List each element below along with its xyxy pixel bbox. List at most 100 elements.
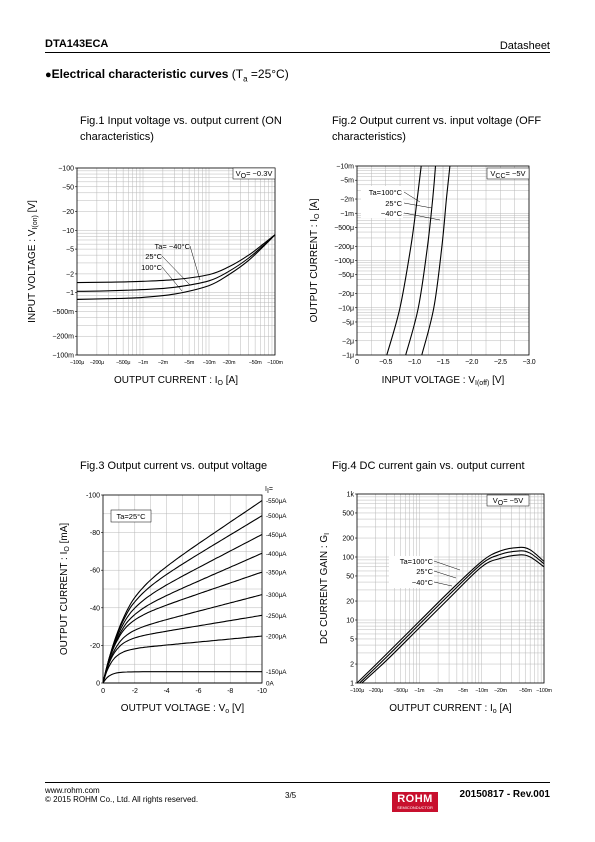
fig4-legend-label: Ta=100°C — [400, 557, 434, 566]
y-tick-label: −10 — [62, 228, 74, 235]
y-tick-label: 20 — [346, 599, 354, 606]
x-tick-label: −5m — [458, 688, 469, 694]
x-tick-label: −500μ — [393, 688, 407, 694]
fig2-annotation-box — [486, 167, 530, 180]
y-tick-label: −5 — [66, 247, 74, 254]
fig4-legend-leader — [433, 581, 453, 587]
fig2-series-line — [386, 165, 422, 356]
fig2-legend-leader — [403, 212, 441, 221]
y-tick-label: −2m — [340, 197, 354, 204]
fig2-title: Fig.2 Output current vs. input voltage (… — [332, 115, 542, 143]
section-title-bold: Electrical characteristic curves — [51, 67, 229, 81]
fig3-series-label: 0A — [266, 681, 275, 688]
x-tick-label: −1.0 — [408, 359, 421, 366]
x-tick-label: −1m — [138, 360, 149, 366]
y-tick-label: −50μ — [338, 272, 354, 279]
y-tick-label: 200 — [342, 536, 354, 543]
fig3-title: Fig.3 Output current vs. output voltage — [80, 460, 268, 472]
fig2-series-line — [421, 165, 451, 356]
fig3-series-line — [102, 533, 263, 684]
fig1-xlabel: OUTPUT CURRENT : IO [A] — [114, 375, 238, 387]
x-tick-label: -8 — [227, 688, 233, 695]
fig2-xlabel: INPUT VOLTAGE : VI(off) [V] — [382, 375, 505, 387]
x-tick-label: −2.0 — [465, 359, 478, 366]
fig2-legend-bg — [361, 186, 403, 218]
fig4-legend-label: −40°C — [412, 578, 434, 587]
y-tick-label: -60 — [90, 568, 100, 575]
fig3-series-label: -500μA — [266, 513, 287, 520]
logo-text: ROHM — [397, 793, 433, 805]
fig2-legend-label: −40°C — [381, 209, 403, 218]
y-tick-label: 1 — [350, 681, 354, 688]
y-tick-label: 5 — [350, 636, 354, 643]
fig3-series-line — [102, 594, 263, 684]
x-tick-label: −3.0 — [522, 359, 535, 366]
y-tick-label: −2 — [66, 271, 74, 278]
fig3-right-header: II= — [265, 486, 273, 495]
fig1-legend-leader — [189, 245, 201, 281]
header-divider — [45, 52, 550, 53]
y-tick-label: 100 — [342, 555, 354, 562]
y-tick-label: 10 — [346, 618, 354, 625]
y-tick-label: 0 — [96, 681, 100, 688]
footer-url[interactable]: www.rohm.com — [45, 786, 100, 795]
fig4-grid — [356, 493, 545, 684]
y-tick-label: −500μ — [334, 225, 354, 232]
fig3-series-label: -550μA — [266, 498, 287, 505]
y-tick-label: -20 — [90, 643, 100, 650]
y-tick-label: −50 — [62, 184, 74, 191]
x-tick-label: −100m — [536, 688, 552, 694]
x-tick-label: −200μ — [90, 360, 104, 366]
y-tick-label: −500m — [52, 309, 74, 316]
fig3-xlabel: OUTPUT VOLTAGE : Vo [V] — [121, 703, 245, 715]
fig4-frame — [356, 493, 545, 684]
x-tick-label: −1m — [414, 688, 425, 694]
fig3-annotation: Ta=25°C — [116, 512, 146, 521]
fig1-ylabel: INPUT VOLTAGE : VI(on) [V] — [27, 200, 39, 323]
x-tick-label: −2m — [158, 360, 169, 366]
fig3-series-label: -300μA — [266, 592, 287, 599]
fig2-series-line — [405, 165, 437, 356]
fig2-annotation: VCC= −5V — [490, 169, 525, 180]
fig4-series-line — [361, 554, 545, 684]
fig3-series-line — [102, 515, 263, 684]
x-tick-label: -6 — [195, 688, 201, 695]
fig3-series-label: -200μA — [266, 634, 287, 641]
fig4-title: Fig.4 DC current gain vs. output current — [332, 460, 525, 472]
fig3-series-line — [102, 635, 263, 684]
y-tick-label: 500 — [342, 510, 354, 517]
fig4-xlabel: OUTPUT CURRENT : Io [A] — [389, 703, 512, 715]
x-tick-label: −10m — [475, 688, 489, 694]
y-tick-label: −10m — [336, 164, 354, 171]
part-number: DTA143ECA — [45, 38, 109, 50]
fig1-legend-leader — [161, 255, 191, 286]
x-tick-label: −20m — [222, 360, 236, 366]
doc-type: Datasheet — [499, 40, 550, 52]
fig3-series-label: -450μA — [266, 532, 287, 539]
x-tick-label: −1.5 — [436, 359, 449, 366]
fig1-chart: −100μ −200μ −500μ −1m −2m −5m −10m −20m −50m −100… — [27, 166, 284, 388]
fig4-annotation: VO= −5V — [493, 496, 524, 507]
section-title: ●Electrical characteristic curves (Ta =2… — [45, 67, 289, 83]
x-tick-label: −500μ — [116, 360, 130, 366]
fig4-series-line — [359, 550, 545, 684]
x-tick-label: −50m — [249, 360, 263, 366]
x-tick-label: 0 — [355, 359, 359, 366]
x-tick-label: -2 — [132, 688, 138, 695]
fig3-annotation-box — [110, 509, 152, 523]
y-tick-label: -80 — [90, 530, 100, 537]
x-tick-label: −100μ — [350, 688, 364, 694]
rohm-logo: ROHM SEMICONDUCTOR — [392, 792, 438, 812]
fig1-frame — [76, 167, 276, 356]
fig2-ylabel: OUTPUT CURRENT : IO [A] — [309, 198, 321, 322]
fig3-series-line — [102, 500, 263, 684]
bullet-icon: ● — [45, 69, 52, 81]
page-number: 3/5 — [285, 791, 297, 800]
y-tick-label: −100μ — [334, 258, 354, 265]
fig3-ylabel: OUTPUT CURRENT : IO [mA] — [59, 523, 71, 656]
fig3-grid — [102, 494, 263, 684]
fig2-legend-leader — [403, 202, 433, 209]
x-tick-label: −100m — [267, 360, 283, 366]
fig3-series-label: -250μA — [266, 613, 287, 620]
